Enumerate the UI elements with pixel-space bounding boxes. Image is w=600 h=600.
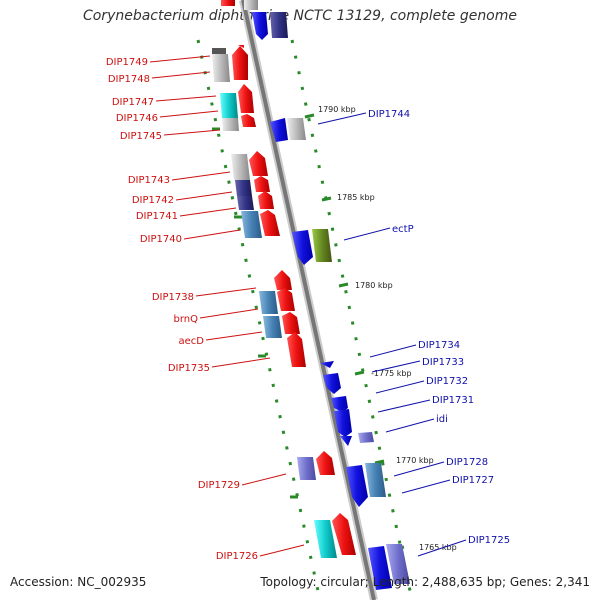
- kbp-tick-1775: [354, 370, 365, 376]
- gene-label: DIP1738: [152, 292, 194, 303]
- gene-label: ectP: [392, 224, 414, 235]
- gene-dip1747[interactable]: [220, 93, 238, 118]
- gene-dip1734[interactable]: [320, 361, 334, 368]
- gene-dip1728[interactable]: [346, 465, 368, 507]
- gene-dip1725-b[interactable]: [386, 544, 410, 584]
- gene-dip1742[interactable]: [235, 180, 252, 196]
- gene-ectp-blue[interactable]: [292, 230, 313, 265]
- accession-label: Accession: NC_002935: [10, 575, 147, 589]
- gene-label: DIP1734: [418, 340, 460, 351]
- gene-top-grey[interactable]: [244, 0, 258, 10]
- gene-label: DIP1747: [112, 97, 154, 108]
- gene-red-arrow-8[interactable]: [274, 270, 292, 290]
- gene-dip1748[interactable]: [212, 54, 230, 82]
- gene-idi[interactable]: [358, 432, 374, 443]
- gene-label: DIP1727: [452, 475, 494, 486]
- gene-top-navy[interactable]: [270, 12, 288, 38]
- gene-label: DIP1746: [116, 113, 158, 124]
- gene-red-arrow-10[interactable]: [282, 312, 300, 334]
- gene-red-arrow-9[interactable]: [277, 288, 295, 311]
- gene-label: DIP1728: [446, 457, 488, 468]
- genome-backbone-core: [241, 0, 376, 600]
- gene-red-arrow-4[interactable]: [249, 151, 268, 176]
- gene-dip1745[interactable]: [222, 118, 239, 131]
- gene-dip1744-b[interactable]: [287, 118, 306, 140]
- gene-red-arrow-12[interactable]: [316, 451, 335, 475]
- gene-top-partial[interactable]: [221, 0, 235, 6]
- kbp-tick-1790: [304, 113, 315, 119]
- gene-label: DIP1748: [108, 74, 150, 85]
- gene-red-arrow-5[interactable]: [254, 176, 270, 192]
- gene-label: DIP1740: [140, 234, 182, 245]
- gene-dip1727[interactable]: [365, 463, 386, 497]
- gene-label: DIP1744: [368, 109, 410, 120]
- gene-red-arrow-13[interactable]: [332, 513, 356, 555]
- gene-dip1744-a[interactable]: [270, 118, 288, 142]
- kbp-label: 1765 kbp: [419, 543, 457, 552]
- gene-dip1749-red[interactable]: [238, 45, 244, 48]
- gene-label: DIP1725: [468, 535, 510, 546]
- gene-label: DIP1745: [120, 131, 162, 142]
- gene-label: DIP1729: [198, 480, 240, 491]
- gene-red-arrow-3[interactable]: [241, 114, 256, 127]
- gene-label: DIP1743: [128, 175, 170, 186]
- gene-dip1741[interactable]: [237, 196, 254, 210]
- kbp-label: -1775 kbp: [371, 369, 412, 378]
- gene-label: DIP1731: [432, 395, 474, 406]
- gene-dip1732[interactable]: [331, 396, 348, 412]
- gene-dip1725-a[interactable]: [368, 546, 392, 590]
- kbp-tick-1785: [321, 196, 332, 202]
- gene-dip1731[interactable]: [334, 409, 352, 437]
- kbp-tick-1780: [338, 282, 349, 288]
- gene-red-arrow-11[interactable]: [287, 332, 306, 367]
- gene-label: DIP1732: [426, 376, 468, 387]
- gene-dip1743[interactable]: [231, 154, 250, 180]
- gene-dip1749[interactable]: [212, 48, 226, 54]
- gene-brnq[interactable]: [263, 316, 282, 338]
- gene-label: idi: [436, 414, 448, 425]
- map-title: Corynebacterium diphtheriae NCTC 13129, …: [82, 8, 518, 24]
- forward-genes: [212, 0, 356, 558]
- gene-label: brnQ: [174, 314, 199, 325]
- gene-label: DIP1733: [422, 357, 464, 368]
- gene-label: aecD: [179, 336, 205, 347]
- gene-dip1733[interactable]: [323, 373, 341, 394]
- gene-red-arrow-6[interactable]: [258, 191, 274, 209]
- gene-label: DIP1741: [136, 211, 178, 222]
- gene-top-blue[interactable]: [252, 12, 268, 40]
- kbp-label: 1770 kbp: [396, 456, 434, 465]
- gene-dip1738[interactable]: [259, 291, 278, 314]
- reverse-genes: [252, 12, 410, 590]
- topology-label: Topology: circular; Length: 2,488,635 bp…: [260, 575, 590, 589]
- kbp-label: 1790 kbp: [318, 105, 356, 114]
- gene-red-arrow-2[interactable]: [238, 84, 254, 113]
- gene-red-arrow-7[interactable]: [260, 210, 280, 236]
- gene-label: DIP1749: [106, 57, 148, 68]
- gene-dip1729[interactable]: [297, 457, 316, 480]
- kbp-tick-1770: [374, 459, 385, 465]
- gene-ectp[interactable]: [312, 229, 332, 262]
- gene-dip1731-b[interactable]: [340, 436, 352, 446]
- gene-label: DIP1726: [216, 551, 258, 562]
- gene-dip1726[interactable]: [314, 520, 337, 558]
- gene-label: DIP1735: [168, 363, 210, 374]
- kbp-label: 1785 kbp: [337, 193, 375, 202]
- gene-red-arrow-1[interactable]: [232, 46, 248, 80]
- kbp-label: 1780 kbp: [355, 281, 393, 290]
- gene-label: DIP1742: [132, 195, 174, 206]
- gene-dip1740[interactable]: [241, 211, 262, 238]
